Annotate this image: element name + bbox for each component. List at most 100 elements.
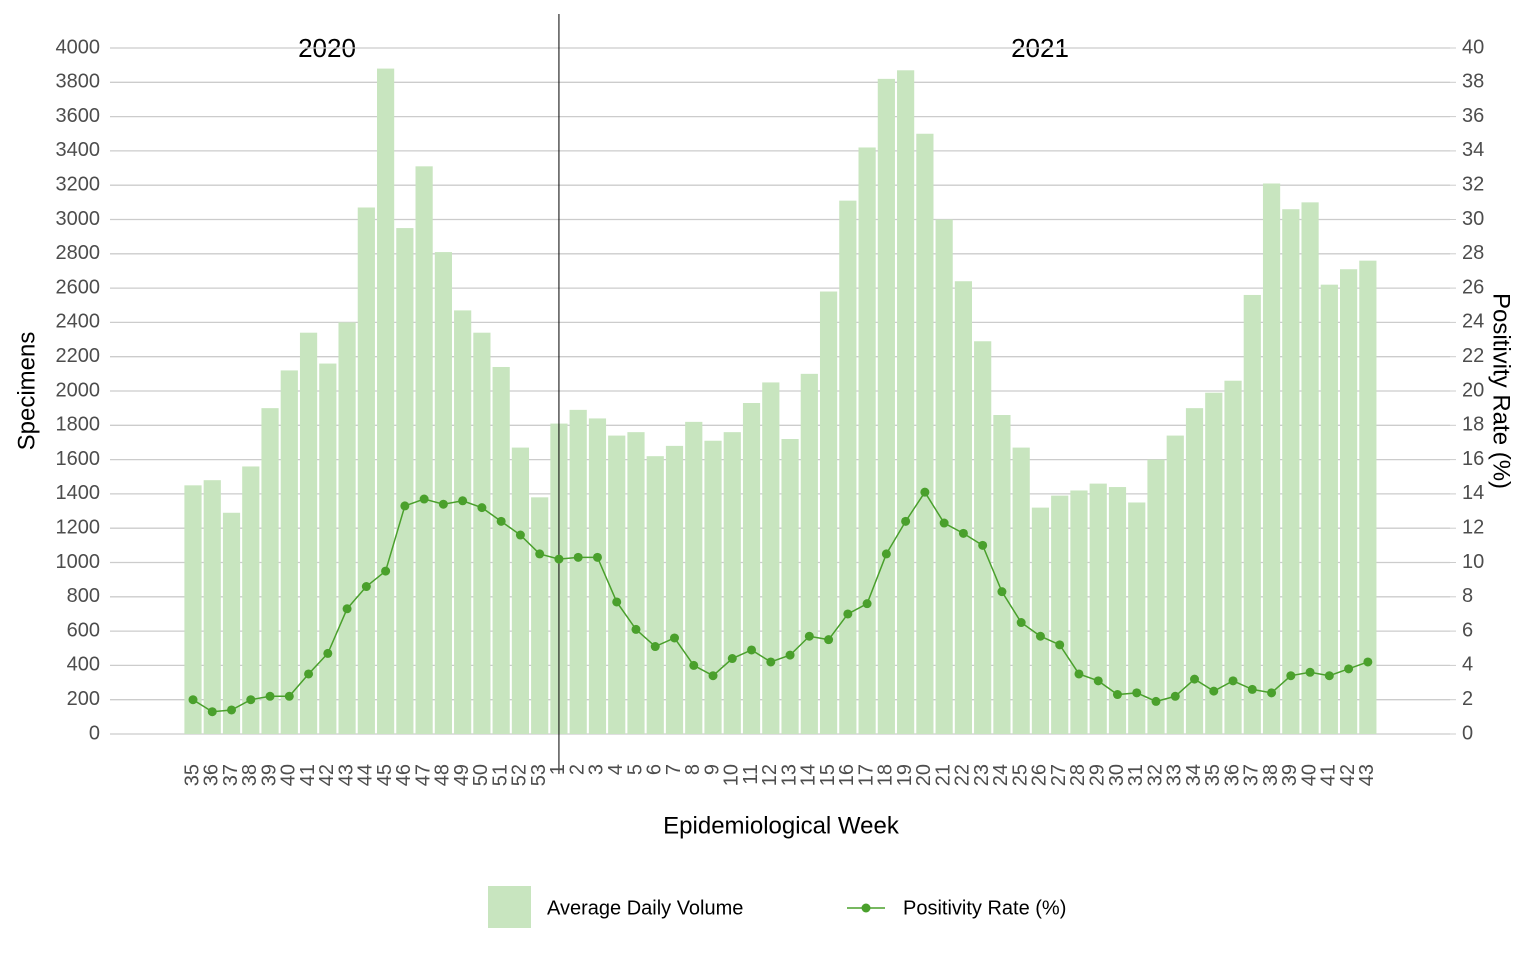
x-tick-label: 5	[624, 764, 646, 775]
bar	[723, 432, 741, 734]
point	[1247, 684, 1257, 694]
x-tick-label: 8	[682, 764, 704, 775]
x-tick-label: 42	[1337, 764, 1359, 786]
point	[284, 691, 294, 701]
bar	[665, 445, 684, 734]
bar	[800, 373, 818, 734]
legend-swatch	[861, 903, 871, 913]
x-tick-label: 43	[335, 764, 357, 786]
y-axis-title: Specimens	[13, 332, 40, 451]
bar	[993, 415, 1011, 734]
x-tick-label: 2	[566, 764, 588, 775]
y-tick-label: 1400	[56, 482, 101, 504]
bar	[1243, 294, 1261, 734]
bar	[415, 166, 433, 734]
y2-tick-label: 32	[1462, 173, 1484, 195]
y2-tick-label: 4	[1462, 654, 1473, 676]
y-tick-label: 2800	[56, 242, 101, 264]
point	[1151, 696, 1161, 706]
bar	[203, 480, 221, 734]
x-tick-label: 11	[740, 764, 762, 785]
x-tick-label: 38	[1260, 764, 1282, 786]
x-tick-label: 3	[586, 764, 608, 775]
point	[920, 487, 930, 497]
y-tick-label: 1000	[56, 551, 101, 573]
bar	[1282, 209, 1300, 734]
y-tick-label: 2600	[56, 276, 101, 298]
point	[978, 540, 988, 550]
x-tick-label: 26	[1029, 764, 1051, 786]
x-tick-label: 43	[1356, 764, 1378, 786]
bar	[819, 291, 838, 734]
x-tick-label: 15	[817, 764, 839, 786]
bar	[434, 252, 452, 734]
point	[1074, 669, 1084, 679]
y2-tick-label: 40	[1462, 36, 1484, 58]
point	[958, 528, 968, 538]
bar	[762, 382, 780, 734]
point	[1170, 691, 1180, 701]
x-tick-label: 42	[316, 764, 338, 786]
point	[188, 695, 198, 705]
point	[1228, 676, 1238, 686]
y-tick-label: 3000	[56, 208, 101, 230]
bar	[897, 70, 915, 735]
x-tick-label: 19	[894, 764, 916, 786]
point	[381, 566, 391, 576]
x-tick-label: 31	[1125, 764, 1147, 786]
bar	[974, 341, 992, 734]
point	[342, 604, 352, 614]
bar	[1051, 495, 1069, 734]
point	[612, 597, 622, 607]
x-tick-label: 39	[258, 764, 280, 786]
point	[496, 516, 506, 526]
bar	[338, 322, 356, 734]
y2-tick-label: 18	[1462, 414, 1484, 436]
y2-axis-title: Positivity Rate (%)	[1488, 293, 1515, 489]
bar	[1359, 260, 1377, 734]
x-tick-label: 41	[1318, 764, 1340, 786]
point	[670, 633, 679, 643]
x-tick-label: 53	[528, 764, 550, 786]
bar	[454, 310, 472, 734]
y2-tick-label: 30	[1462, 208, 1484, 230]
y2-tick-label: 16	[1462, 448, 1484, 470]
x-tick-label: 36	[201, 764, 223, 786]
x-tick-label: 6	[644, 764, 666, 775]
point	[824, 635, 834, 645]
point	[361, 582, 371, 592]
y2-tick-label: 10	[1462, 551, 1484, 573]
bar	[492, 366, 510, 734]
bar	[1320, 284, 1338, 734]
x-tick-label: 25	[1009, 764, 1031, 786]
y2-tick-label: 0	[1462, 722, 1473, 744]
x-tick-label: 21	[932, 764, 954, 786]
bar	[916, 133, 934, 734]
x-tick-label: 36	[1221, 764, 1243, 786]
x-tick-label: 29	[1087, 764, 1109, 786]
x-tick-label: 48	[432, 764, 454, 786]
bar	[646, 456, 664, 734]
y-tick-label: 1200	[56, 516, 101, 538]
point	[265, 691, 275, 701]
y2-tick-label: 12	[1462, 516, 1484, 538]
point	[1112, 690, 1122, 700]
point	[804, 631, 814, 641]
point	[1209, 686, 1219, 696]
point	[207, 707, 217, 717]
y2-tick-label: 36	[1462, 105, 1484, 127]
point	[1344, 664, 1354, 674]
x-tick-label: 4	[605, 764, 627, 775]
point	[477, 503, 487, 513]
bar	[935, 219, 953, 734]
x-tick-label: 12	[759, 764, 781, 786]
point	[766, 657, 776, 667]
x-tick-label: 18	[875, 764, 897, 786]
bar	[1031, 507, 1050, 734]
bar	[1262, 183, 1281, 735]
bar	[685, 421, 703, 734]
x-tick-label: 41	[297, 764, 319, 786]
y2-tick-label: 38	[1462, 71, 1484, 93]
y-tick-label: 3400	[56, 139, 101, 161]
y2-tick-label: 6	[1462, 619, 1473, 641]
